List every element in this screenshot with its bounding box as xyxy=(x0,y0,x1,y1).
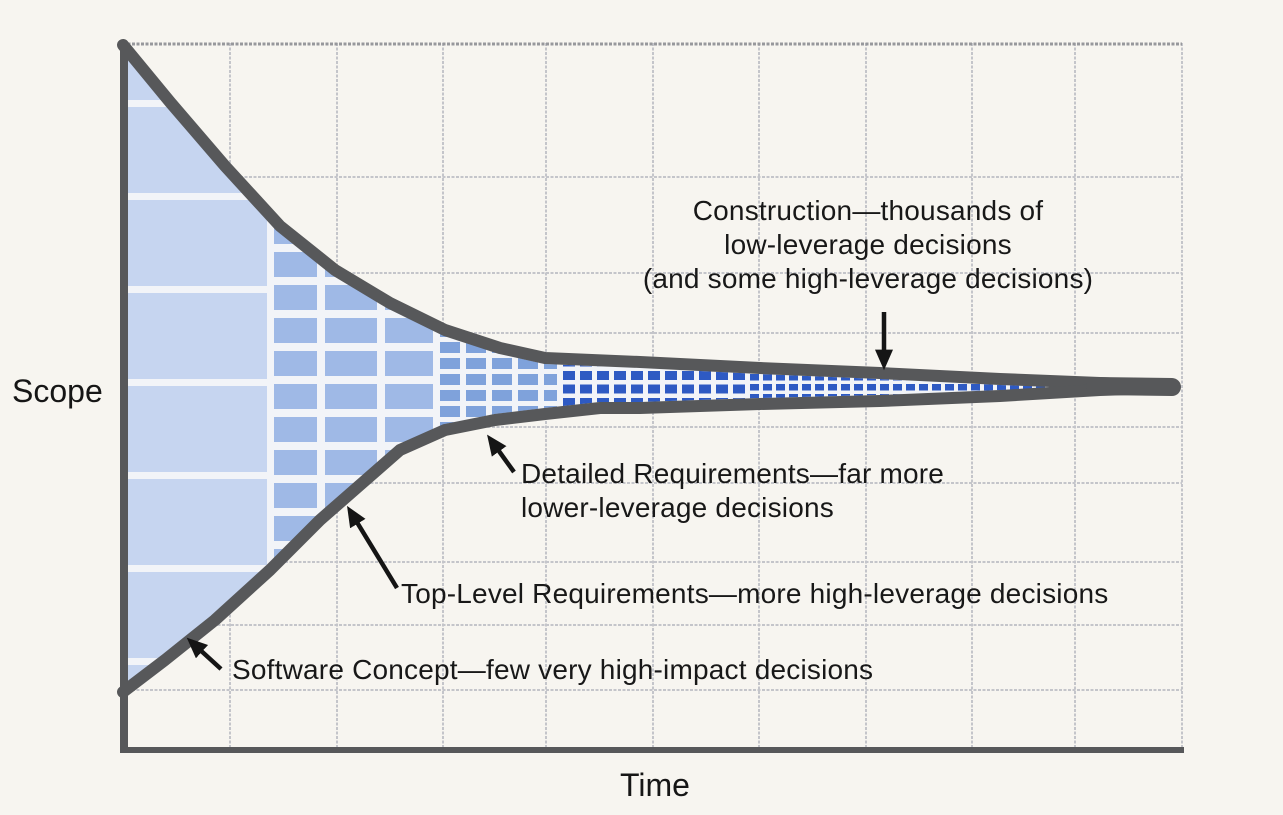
funnel-tip xyxy=(1086,377,1181,396)
annotation-line: Top-Level Requirements—more high-leverag… xyxy=(401,578,1109,609)
annotation-software-concept: Software Concept—few very high-impact de… xyxy=(232,653,873,687)
annotation-top-level-requirements: Top-Level Requirements—more high-leverag… xyxy=(401,577,1108,611)
arrow-top-level-requirements xyxy=(347,505,399,590)
annotation-line: low-leverage decisions xyxy=(724,229,1012,260)
arrow-software-concept xyxy=(186,637,223,671)
axes xyxy=(120,42,1184,753)
arrow-detailed-requirements xyxy=(487,434,516,474)
funnel-lower-edge xyxy=(117,382,1166,698)
funnel-outline xyxy=(117,39,1181,698)
annotation-construction: Construction—thousands of low-leverage d… xyxy=(643,194,1093,296)
annotation-line: Construction—thousands of xyxy=(692,195,1044,226)
annotation-detailed-requirements: Detailed Requirements—far more lower-lev… xyxy=(521,457,944,525)
x-axis-label: Time xyxy=(620,767,690,803)
funnel-upper-edge xyxy=(117,39,1166,392)
annotation-line: Detailed Requirements—far more xyxy=(521,458,945,489)
annotation-line: lower-leverage decisions xyxy=(521,492,834,523)
annotation-arrows xyxy=(186,312,893,671)
annotation-line: Software Concept—few very high-impact de… xyxy=(232,654,874,685)
annotation-line: (and some high-leverage decisions) xyxy=(642,263,1094,294)
y-axis-label: Scope xyxy=(12,373,103,409)
